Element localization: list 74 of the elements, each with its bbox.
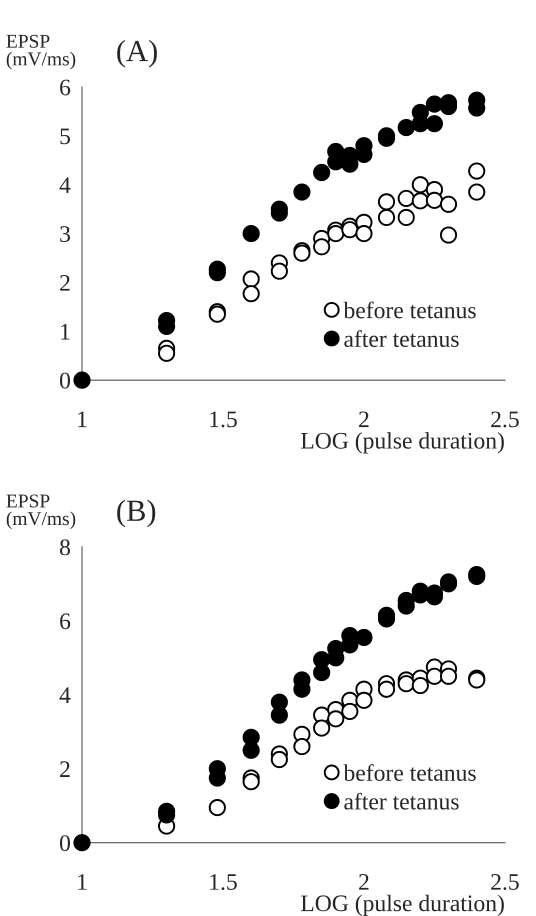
point bbox=[270, 262, 288, 280]
point bbox=[242, 742, 260, 759]
point bbox=[242, 270, 260, 288]
point bbox=[242, 773, 260, 790]
point bbox=[293, 738, 310, 756]
point bbox=[73, 372, 91, 389]
point bbox=[208, 799, 226, 816]
point bbox=[426, 192, 444, 209]
legend-label: after tetanus bbox=[344, 792, 459, 810]
legend-label: after tetanus bbox=[344, 330, 459, 348]
point bbox=[468, 183, 486, 201]
point bbox=[242, 225, 260, 242]
point bbox=[398, 208, 415, 226]
legend-label: before tetanus bbox=[343, 764, 476, 781]
y-tick-label: 4 bbox=[60, 687, 71, 703]
point bbox=[412, 192, 429, 210]
x-tick-label: 1 bbox=[78, 874, 86, 890]
point bbox=[440, 668, 458, 685]
point bbox=[341, 702, 358, 720]
point bbox=[313, 719, 330, 737]
x-axis-title: LOG (pulse duration) bbox=[301, 432, 504, 454]
point bbox=[412, 676, 429, 694]
point bbox=[398, 675, 415, 692]
point bbox=[293, 244, 310, 262]
point bbox=[440, 196, 458, 213]
y-tick-label: 8 bbox=[60, 539, 70, 556]
point bbox=[355, 628, 373, 646]
point bbox=[242, 285, 260, 302]
chart-title: (A) bbox=[117, 40, 157, 68]
x-tick-label: 2 bbox=[359, 874, 369, 890]
point bbox=[327, 225, 344, 242]
point bbox=[270, 750, 288, 768]
point bbox=[378, 208, 396, 226]
y-axis-title: EPSP (mV/ms) bbox=[6, 494, 76, 530]
y-tick-label: 3 bbox=[60, 226, 70, 242]
y-tick-label: 0 bbox=[60, 835, 70, 852]
y-tick-label: 2 bbox=[60, 274, 70, 291]
point bbox=[313, 664, 330, 682]
point bbox=[341, 221, 358, 238]
y-tick-label: 4 bbox=[60, 177, 71, 193]
x-tick-label: 2 bbox=[359, 411, 369, 428]
x-tick-label: 2.5 bbox=[491, 874, 519, 890]
point bbox=[355, 225, 373, 242]
point bbox=[412, 176, 429, 194]
point bbox=[327, 710, 344, 728]
x-tick-label: 1.5 bbox=[210, 411, 237, 428]
point bbox=[398, 190, 415, 207]
x-tick-label: 1 bbox=[78, 411, 86, 428]
point bbox=[398, 118, 415, 136]
point bbox=[293, 183, 310, 201]
point bbox=[313, 238, 330, 256]
point bbox=[440, 226, 458, 244]
y-tick-label: 1 bbox=[61, 324, 70, 340]
point bbox=[378, 680, 396, 698]
legend-label: before tetanus bbox=[343, 302, 476, 318]
y-tick-label: 6 bbox=[60, 80, 70, 96]
y-tick-label: 6 bbox=[60, 613, 70, 630]
point bbox=[355, 692, 373, 709]
point bbox=[426, 668, 444, 685]
point bbox=[313, 164, 330, 182]
y-tick-label: 0 bbox=[60, 372, 70, 389]
y-tick-label: 5 bbox=[60, 128, 70, 144]
y-tick-label: 2 bbox=[60, 761, 70, 777]
point bbox=[378, 193, 396, 210]
x-tick-label: 1.5 bbox=[210, 874, 237, 890]
point bbox=[73, 834, 91, 852]
chart-title: (B) bbox=[117, 500, 156, 528]
point bbox=[270, 706, 288, 724]
x-tick-label: 2.5 bbox=[491, 411, 519, 428]
point bbox=[158, 344, 176, 362]
x-axis-title: LOG (pulse duration) bbox=[301, 894, 504, 916]
point bbox=[426, 115, 444, 132]
point bbox=[468, 162, 486, 180]
y-axis-title: EPSP (mV/ms) bbox=[6, 34, 76, 70]
